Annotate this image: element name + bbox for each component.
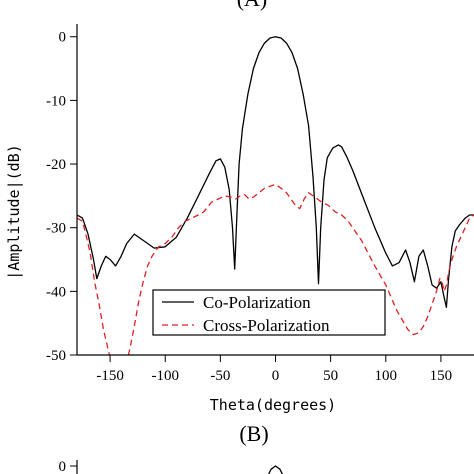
x-ticks: -150 -100 -50 0 50 100 150 bbox=[96, 355, 452, 384]
legend-label-co: Co-Polarization bbox=[203, 293, 311, 312]
y-tick-label: -30 bbox=[46, 221, 66, 237]
x-tick-label: -100 bbox=[151, 368, 179, 384]
second-series-line bbox=[267, 465, 284, 474]
y-axis-label: |Amplitude|(dB) bbox=[5, 144, 23, 279]
main-plot: 0 -10 -20 -30 -40 -50 -150 -100 -50 0 50 100 150 |A… bbox=[5, 24, 474, 414]
x-tick-label: 100 bbox=[375, 368, 398, 384]
second-y-tick-label: 0 bbox=[59, 459, 67, 474]
second-series-layer bbox=[267, 465, 284, 474]
y-tick-label: -50 bbox=[46, 348, 66, 364]
legend-box bbox=[152, 289, 386, 336]
y-tick-label: -20 bbox=[46, 157, 66, 173]
second-plot: 0 bbox=[59, 459, 284, 474]
y-tick-label: 0 bbox=[59, 30, 67, 46]
series-line-co-polarization bbox=[77, 36, 474, 308]
x-tick-label: 0 bbox=[272, 368, 280, 384]
y-tick-label: -40 bbox=[46, 284, 66, 300]
series-line-cross-polarization bbox=[77, 183, 474, 355]
legend-label-cross: Cross-Polarization bbox=[203, 316, 330, 335]
legend: Co-Polarization Cross-Polarization bbox=[152, 289, 386, 336]
y-ticks: 0 -10 -20 -30 -40 -50 bbox=[46, 30, 77, 364]
panel-label-a: (A) bbox=[237, 0, 268, 11]
x-tick-label: 50 bbox=[323, 368, 338, 384]
series-layer bbox=[77, 36, 474, 355]
x-tick-label: 150 bbox=[430, 368, 453, 384]
x-tick-label: -150 bbox=[96, 368, 124, 384]
y-tick-label: -10 bbox=[46, 93, 66, 109]
x-axis-label: Theta(degrees) bbox=[210, 396, 336, 414]
panel-label-b: (B) bbox=[239, 421, 268, 446]
x-tick-label: -50 bbox=[210, 368, 230, 384]
